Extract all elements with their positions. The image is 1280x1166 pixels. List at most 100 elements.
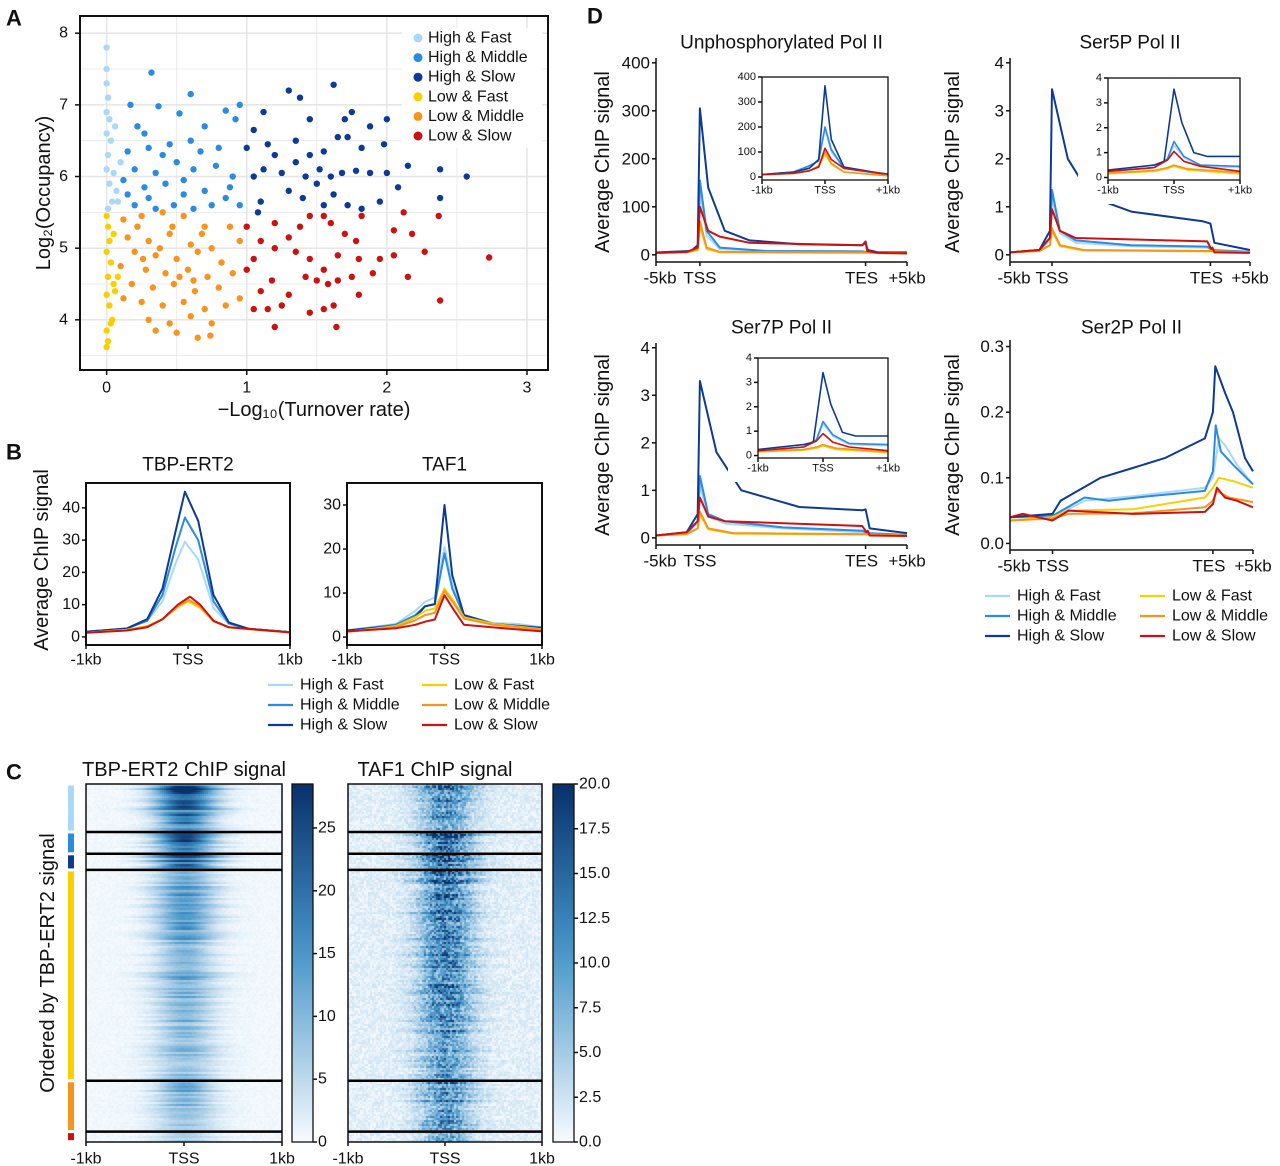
scatter-point [152, 252, 159, 259]
profile-line [655, 205, 908, 255]
scatter-point [208, 244, 215, 252]
scatter-point [134, 223, 141, 230]
scatter-point [204, 273, 211, 281]
x-tick-label: 2 [382, 380, 391, 397]
x-tick-label: -5kb [643, 552, 676, 571]
scatter-point [201, 123, 208, 130]
scatter-point [127, 101, 134, 109]
colorbar-tick-label: 2.5 [579, 1089, 601, 1106]
y-tick-label: 40 [62, 499, 80, 516]
y-tick-label: 7 [59, 96, 68, 113]
colorbar-tick-label: 0 [318, 1134, 327, 1151]
y-axis-label: Log₂(Occupancy) [33, 116, 55, 271]
scatter-point [292, 158, 299, 166]
colorbar-tick-label: 15 [318, 945, 336, 962]
y-tick-label: 1 [1096, 147, 1102, 159]
x-tick-label: TSS [683, 269, 716, 288]
scatter-point [257, 287, 264, 295]
profile-line [346, 545, 543, 632]
x-tick-label: TSS [812, 462, 833, 474]
scatter-point [355, 291, 363, 298]
scatter-point [306, 255, 313, 263]
scatter-point [111, 123, 119, 130]
x-tick-label: TSS [683, 552, 716, 571]
chart-title: Ser5P Pol II [1079, 33, 1180, 54]
scatter-point [222, 302, 229, 309]
profile-line [1009, 476, 1254, 522]
heatmap-frame [347, 783, 543, 1143]
profile-line [85, 490, 291, 634]
scatter-point [124, 191, 131, 198]
scatter-point [114, 198, 122, 205]
y-tick-label: 0.2 [980, 403, 1004, 422]
scatter-point [169, 223, 176, 230]
scatter-point [180, 212, 187, 220]
scatter-point [376, 198, 384, 205]
x-tick-label: 1kb [529, 652, 555, 669]
legend-label: High & Middle [428, 49, 528, 66]
scatter-point [104, 338, 112, 345]
legend-label: Low & Slow [1172, 628, 1256, 645]
y-tick-label: 0 [641, 528, 650, 547]
x-tick-label: +5kb [888, 269, 925, 288]
scatter-point [134, 123, 141, 130]
scatter-point [285, 187, 292, 195]
y-tick-label: 10 [62, 596, 80, 613]
inset-background [728, 354, 900, 482]
colorbar-tick-label: 15.0 [579, 865, 610, 882]
scatter-point [201, 187, 208, 195]
x-tick-label: TSS [1036, 557, 1069, 576]
scatter-point [152, 205, 159, 212]
scatter-point [141, 184, 148, 191]
panel-label: D [587, 4, 603, 29]
scatter-point [250, 255, 257, 263]
scatter-point [320, 305, 328, 313]
scatter-point [208, 201, 215, 209]
scatter-point [103, 291, 110, 298]
scatter-point [383, 169, 391, 177]
colorbar [291, 783, 314, 1143]
scatter-point [103, 130, 110, 137]
colorbar-tick-label: 20 [318, 882, 336, 899]
scatter-point [436, 194, 444, 202]
scatter-point [176, 273, 183, 281]
scatter-point [222, 107, 229, 114]
legend-label: High & Fast [428, 30, 512, 47]
scatter-point [106, 180, 113, 187]
y-tick-label: 4 [59, 311, 68, 328]
scatter-point [271, 323, 278, 331]
scatter-point [226, 223, 234, 230]
profile-line [346, 594, 543, 633]
scatter-point [124, 234, 131, 241]
scatter-point [109, 198, 116, 205]
legend-label: High & Fast [1017, 588, 1101, 605]
scatter-point [106, 302, 113, 309]
scatter-point [104, 273, 112, 281]
scatter-point [358, 205, 365, 212]
y-tick-label: 3 [641, 386, 650, 405]
profile-line [1009, 424, 1254, 519]
scatter-point [404, 273, 412, 281]
y-tick-label: 1 [746, 425, 752, 437]
scatter-point [264, 305, 271, 313]
profile-line [346, 587, 543, 633]
scatter-point [142, 266, 150, 273]
scatter-point [260, 108, 267, 116]
scatter-point [278, 302, 285, 309]
colorbar-tick-label: 0.0 [579, 1134, 601, 1151]
scatter-point [107, 259, 115, 266]
scatter-point [103, 44, 110, 51]
scatter-point [327, 173, 335, 180]
heatmap-frame [85, 783, 283, 1143]
x-tick-label: -5kb [997, 557, 1030, 576]
scatter-point [250, 173, 257, 180]
scatter-point [104, 151, 112, 159]
scatter-point [380, 141, 388, 148]
y-tick-label: 20 [62, 564, 80, 581]
scatter-point [156, 244, 164, 252]
scatter-point [236, 101, 243, 109]
scatter-point [338, 169, 346, 177]
x-tick-label: 3 [523, 380, 532, 397]
x-tick-label: +5kb [1234, 557, 1271, 576]
scatter-point [292, 137, 299, 144]
